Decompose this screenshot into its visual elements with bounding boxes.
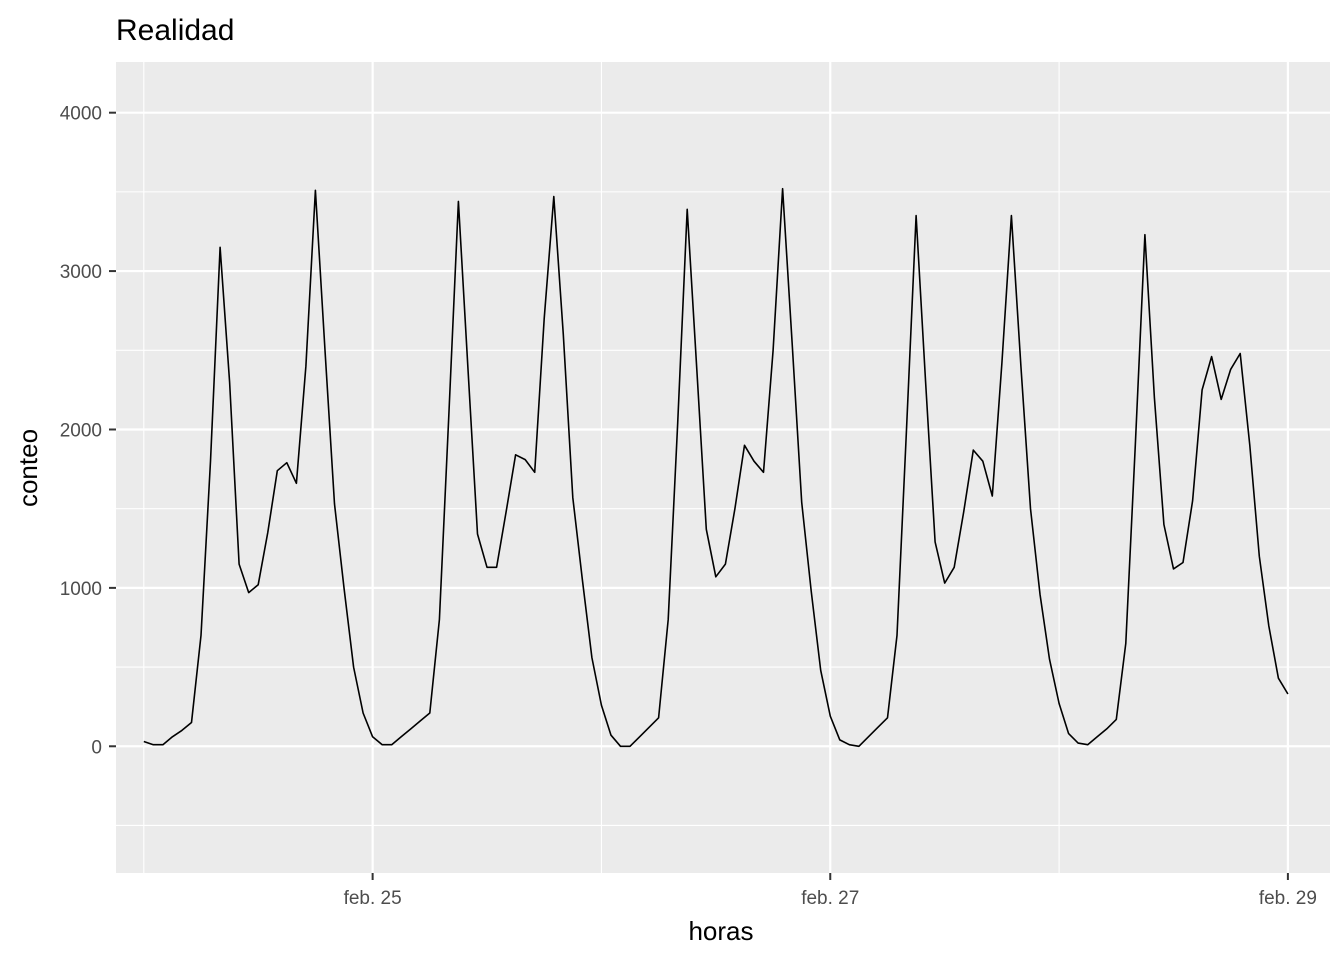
x-tick-label: feb. 29	[1259, 888, 1317, 909]
plot-panel	[116, 62, 1330, 873]
y-tick-label: 1000	[60, 579, 102, 600]
chart-title: Realidad	[116, 14, 234, 47]
y-tick-label: 2000	[60, 420, 102, 441]
x-axis-title: horas	[688, 916, 753, 946]
series-line	[143, 187, 1289, 748]
x-tick-label: feb. 25	[344, 888, 402, 909]
y-tick-label: 3000	[60, 262, 102, 283]
x-tick-label: feb. 27	[801, 888, 859, 909]
y-tick-label: 0	[91, 737, 102, 758]
x-axis: feb. 25 feb. 27 feb. 29	[344, 873, 1317, 909]
y-axis: 0 1000 2000 3000 4000	[60, 104, 116, 758]
y-tick-label: 4000	[60, 104, 102, 125]
series-layer	[143, 187, 1289, 748]
y-axis-title: conteo	[13, 429, 43, 507]
minor-gridlines	[116, 62, 1330, 873]
